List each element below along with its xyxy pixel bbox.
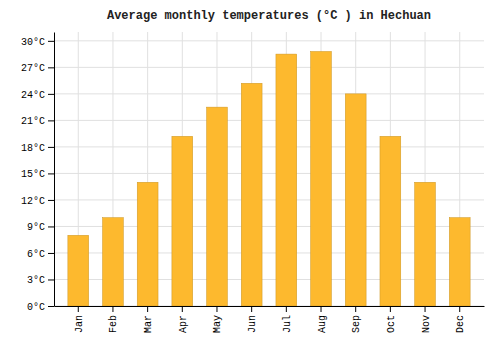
tick-mark <box>48 200 54 201</box>
bar <box>276 54 297 306</box>
tick-label: Sep <box>351 315 362 333</box>
bar <box>380 136 401 306</box>
tick: Oct <box>386 306 397 333</box>
tick-label: 30°C <box>21 37 45 48</box>
grid-line <box>54 67 484 68</box>
tick: 30°C <box>21 37 54 48</box>
tick-mark <box>355 306 356 312</box>
bar <box>103 218 124 306</box>
tick-label: May <box>212 315 223 333</box>
grid-line <box>54 120 484 121</box>
axis-line <box>55 306 485 307</box>
tick-mark <box>251 306 252 312</box>
tick: Aug <box>317 306 328 333</box>
tick-mark <box>182 306 183 312</box>
tick: Jul <box>282 306 293 333</box>
grid-line <box>54 93 484 94</box>
chart: 0°C 3°C 6°C 9°C 12°C 15°C 18°C 21°C 24°C 27°C 30°C… <box>0 0 500 350</box>
tick-mark <box>48 253 54 254</box>
tick-label: 15°C <box>21 169 45 180</box>
tick: 18°C <box>21 143 54 154</box>
tick-label: Jul <box>282 315 293 333</box>
tick-mark <box>48 120 54 121</box>
tick-mark <box>48 147 54 148</box>
grid <box>54 32 484 306</box>
tick-mark <box>78 306 79 312</box>
tick-label: Nov <box>421 315 432 333</box>
tick: Sep <box>351 306 362 333</box>
bar <box>415 182 436 306</box>
tick: 3°C <box>27 275 54 286</box>
tick-label: 0°C <box>27 302 45 313</box>
tick: 9°C <box>27 222 54 233</box>
tick-label: 24°C <box>21 90 45 101</box>
tick: Jun <box>247 306 258 333</box>
tick-mark <box>425 306 426 312</box>
tick-mark <box>390 306 391 312</box>
tick-label: Jun <box>247 315 258 333</box>
x-axis: Jan Feb Mar Apr May Jun Jul Aug Sep Oct Nov Dec <box>55 306 485 333</box>
tick: Dec <box>455 306 466 333</box>
tick-mark <box>48 94 54 95</box>
tick-label: 18°C <box>21 143 45 154</box>
tick-mark <box>48 41 54 42</box>
tick: 0°C <box>27 302 54 313</box>
tick: 12°C <box>21 196 54 207</box>
tick: 15°C <box>21 169 54 180</box>
bar <box>345 94 366 306</box>
tick-mark <box>48 226 54 227</box>
tick-label: Jan <box>74 315 85 333</box>
y-axis: 0°C 3°C 6°C 9°C 12°C 15°C 18°C 21°C 24°C 27°C 30°C <box>21 33 55 313</box>
chart-container: 0°C 3°C 6°C 9°C 12°C 15°C 18°C 21°C 24°C 27°C 30°C… <box>0 0 500 350</box>
tick: Apr <box>178 306 189 333</box>
tick-label: 21°C <box>21 116 45 127</box>
tick-label: 12°C <box>21 196 45 207</box>
grid-line <box>54 146 484 147</box>
tick: Nov <box>421 306 432 333</box>
bar <box>68 235 89 306</box>
tick-mark <box>459 306 460 312</box>
tick-mark <box>48 306 54 307</box>
tick-label: Dec <box>455 315 466 333</box>
tick-label: Oct <box>386 315 397 333</box>
tick-label: 9°C <box>27 222 45 233</box>
tick-mark <box>48 67 54 68</box>
tick-label: Mar <box>143 315 154 333</box>
bars <box>68 51 470 306</box>
tick: 27°C <box>21 63 54 74</box>
bar <box>311 51 332 306</box>
tick: May <box>212 306 223 333</box>
tick: 21°C <box>21 116 54 127</box>
bar <box>241 83 262 306</box>
tick: Mar <box>143 306 154 333</box>
bar <box>207 107 228 306</box>
bar <box>449 218 470 306</box>
tick-label: 6°C <box>27 249 45 260</box>
tick: 6°C <box>27 249 54 260</box>
tick-mark <box>112 306 113 312</box>
bar <box>172 136 193 306</box>
grid-line <box>54 173 484 174</box>
title: Average monthly temperatures (°C ) in He… <box>107 9 431 23</box>
tick: 24°C <box>21 90 54 101</box>
tick-mark <box>216 306 217 312</box>
tick-label: Feb <box>108 315 119 333</box>
tick-label: 3°C <box>27 275 45 286</box>
bar <box>137 182 158 306</box>
tick-label: 27°C <box>21 63 45 74</box>
tick: Jan <box>74 306 85 333</box>
tick: Feb <box>108 306 119 333</box>
tick-mark <box>286 306 287 312</box>
axis-line <box>54 33 55 307</box>
tick-mark <box>48 173 54 174</box>
grid-line <box>54 40 484 41</box>
tick-label: Aug <box>317 315 328 333</box>
tick-mark <box>147 306 148 312</box>
tick-mark <box>48 279 54 280</box>
tick-label: Apr <box>178 315 189 333</box>
tick-mark <box>321 306 322 312</box>
